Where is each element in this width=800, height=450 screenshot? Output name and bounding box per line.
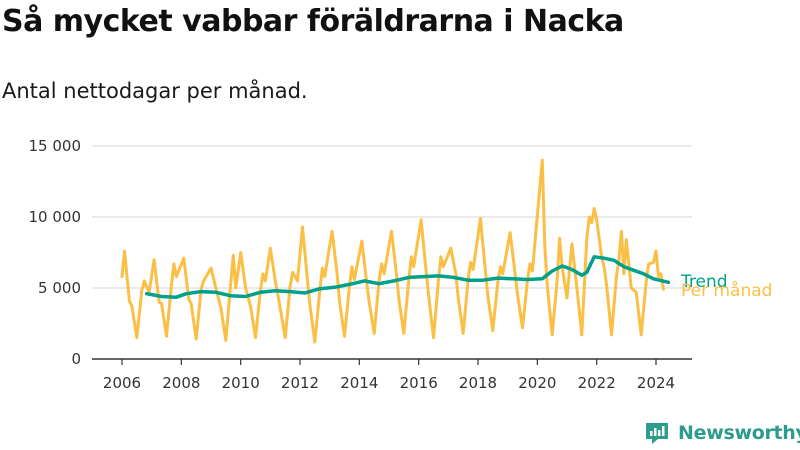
chart-title: Så mycket vabbar föräldrarna i Nacka bbox=[2, 4, 624, 39]
monthly-label: Per månad bbox=[681, 280, 772, 301]
x-tick-label: 2016 bbox=[400, 374, 438, 392]
series-lines bbox=[120, 158, 671, 344]
x-axis-ticks: 2006 2008 2010 2012 2014 2016 2018 2020 2022 2024 bbox=[103, 359, 675, 392]
x-tick-label: 2018 bbox=[459, 374, 497, 392]
y-axis-ticks: 0 5 000 10 000 15 000 bbox=[29, 137, 82, 368]
y-tick-label: 0 bbox=[71, 350, 81, 368]
x-tick-label: 2010 bbox=[222, 374, 260, 392]
trend-label: Trend bbox=[680, 272, 728, 292]
x-tick-label: 2020 bbox=[518, 374, 556, 392]
x-tick-label: 2006 bbox=[103, 374, 141, 392]
x-tick-label: 2022 bbox=[578, 374, 616, 392]
monthly-line bbox=[120, 158, 665, 344]
y-tick-label: 15 000 bbox=[29, 137, 82, 155]
x-tick-label: 2014 bbox=[340, 374, 378, 392]
x-tick-label: 2008 bbox=[162, 374, 200, 392]
x-tick-label: 2024 bbox=[637, 374, 675, 392]
newsworthy-logo-icon bbox=[646, 423, 668, 444]
trend-line bbox=[144, 255, 671, 299]
x-tick-label: 2012 bbox=[281, 374, 319, 392]
brand-name: Newsworthy bbox=[678, 422, 800, 444]
y-tick-label: 5 000 bbox=[38, 279, 81, 297]
newsworthy-brand: Newsworthy bbox=[644, 420, 800, 446]
y-tick-label: 10 000 bbox=[29, 208, 82, 226]
chart-subtitle: Antal nettodagar per månad. bbox=[2, 79, 308, 103]
